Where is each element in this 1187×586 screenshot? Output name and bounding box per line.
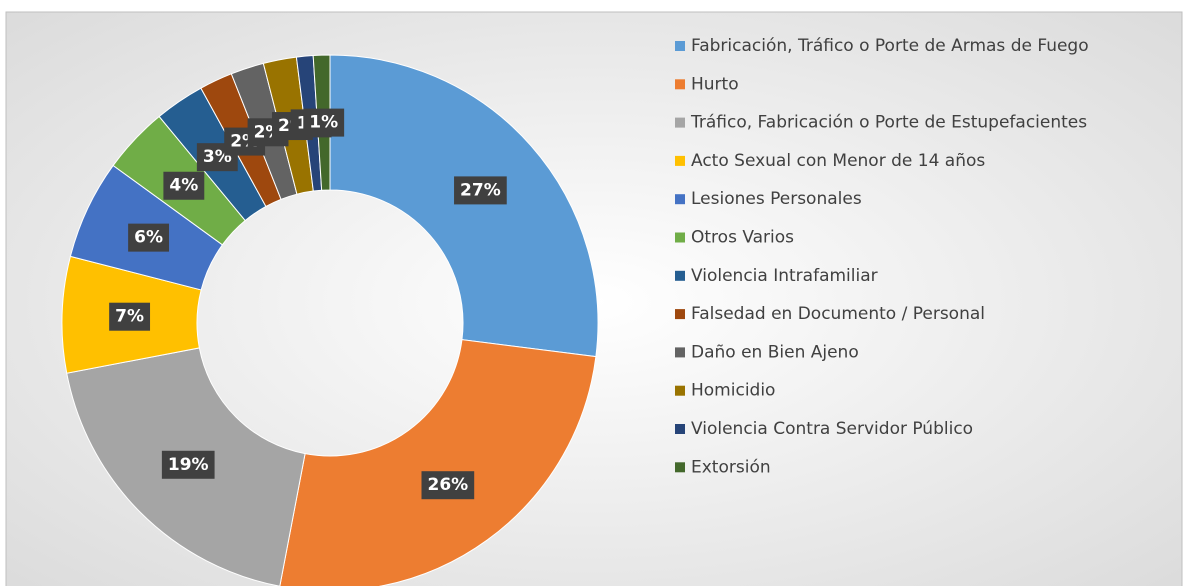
legend-swatch xyxy=(675,155,685,166)
legend-label: Extorsión xyxy=(691,457,771,477)
legend-swatch xyxy=(675,79,685,90)
legend-label: Homicidio xyxy=(691,381,775,401)
data-label-box xyxy=(163,171,205,200)
legend-swatch xyxy=(675,41,685,51)
legend-swatch xyxy=(675,462,685,473)
data-label-text: 6% xyxy=(134,228,163,248)
legend-label: Violencia Intrafamiliar xyxy=(691,266,878,286)
legend-swatch xyxy=(675,194,685,205)
legend-swatch xyxy=(675,117,685,128)
data-label: 1% xyxy=(303,108,345,137)
legend-swatch xyxy=(675,270,685,281)
data-label-box xyxy=(128,223,170,252)
legend-label: Fabricación, Tráfico o Porte de Armas de… xyxy=(691,36,1089,56)
data-label-text: 26% xyxy=(427,475,468,495)
data-label: 6% xyxy=(128,223,170,252)
data-label: 27% xyxy=(454,176,507,205)
data-label-text: 7% xyxy=(115,307,144,327)
data-labels: 27%26%19%7%6%4%3%2%2%2%1%1% xyxy=(109,108,507,500)
data-label: 26% xyxy=(421,471,475,500)
legend-swatch xyxy=(675,385,685,396)
legend-label: Tráfico, Fabricación o Porte de Estupefa… xyxy=(690,113,1087,133)
legend-swatch xyxy=(675,347,685,358)
data-label-text: 1% xyxy=(309,113,338,133)
data-label-text: 4% xyxy=(169,176,198,196)
data-label: 4% xyxy=(163,171,205,200)
data-label-box xyxy=(109,302,151,331)
legend-label: Falsedad en Documento / Personal xyxy=(691,304,985,324)
legend-label: Lesiones Personales xyxy=(691,189,862,209)
legend: Fabricación, Tráfico o Porte de Armas de… xyxy=(675,36,1089,477)
data-label: 7% xyxy=(109,302,151,331)
legend-swatch xyxy=(675,232,685,243)
legend-label: Violencia Contra Servidor Público xyxy=(691,419,973,439)
data-label-text: 19% xyxy=(168,455,209,475)
legend-label: Otros Varios xyxy=(691,228,794,248)
legend-label: Hurto xyxy=(691,74,739,94)
data-label-box xyxy=(421,471,475,500)
legend-label: Acto Sexual con Menor de 14 años xyxy=(691,151,985,171)
donut-slice xyxy=(279,339,597,586)
data-label-box xyxy=(454,176,507,205)
legend-swatch xyxy=(675,424,685,434)
legend-label: Daño en Bien Ajeno xyxy=(691,342,859,362)
data-label: 19% xyxy=(161,450,215,479)
donut-slice xyxy=(329,54,599,358)
data-label-box xyxy=(303,108,345,137)
data-label-box xyxy=(161,450,215,479)
legend-swatch xyxy=(675,309,685,320)
data-label-text: 27% xyxy=(460,180,501,200)
